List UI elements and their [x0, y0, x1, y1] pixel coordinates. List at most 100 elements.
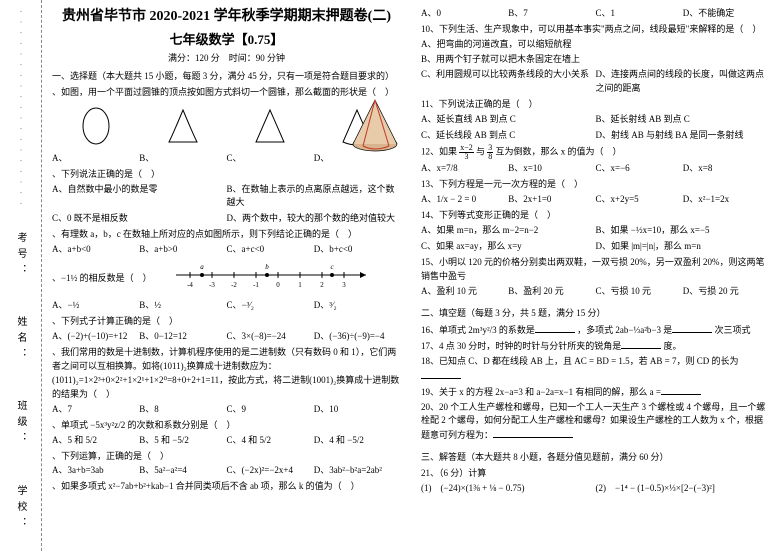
section-2-header: 二、填空题（每题 3 分，共 5 题，满分 15 分）	[421, 307, 770, 321]
q10-options-cd: C、利用圆规可以比较两条线段的大小关系 D、连接两点间的线段的长度，叫做这两点之…	[421, 68, 770, 96]
q11-options-ab: A、延长直线 AB 到点 C B、延长射线 AB 到点 C	[421, 113, 770, 127]
q7-options: A、5 和 5/2 B、5 和 −5/2 C、4 和 5/2 D、4 和 −5/…	[52, 434, 401, 448]
svg-text:a: a	[200, 263, 204, 271]
q17-a: 17、4 点 30 分时，时钟的时针与分针所夹的锐角是	[421, 341, 621, 351]
q15-opt-b: B、盈利 20 元	[508, 285, 595, 299]
q2-opt-d: D、两个数中，较大的那个数的绝对值较大	[227, 212, 402, 226]
shape-iso-triangle	[244, 102, 296, 150]
q15-opt-a: A、盈利 10 元	[421, 285, 508, 299]
blank	[672, 323, 712, 333]
question-8: 、下列运算，正确的是（ ）	[52, 450, 401, 464]
blank	[621, 339, 661, 349]
blank	[661, 385, 701, 395]
q8-options: A、3a+b=3ab B、5a²−a²=4 C、(−2x)²=−2x+4 D、3…	[52, 464, 401, 478]
q15-opt-d: D、亏损 20 元	[683, 285, 770, 299]
q12-suffix: 互为倒数，那么 x 的值为（ ）	[496, 147, 622, 157]
q12-opt-a: A、x=7/8	[421, 162, 508, 176]
question-7: 、单项式 −5x³y²z/2 的次数和系数分别是（ ）	[52, 419, 401, 433]
q19-text: 19、关于 x 的方程 2x−a=3 和 a−2a=x−1 有相同的解，那么 a…	[421, 387, 661, 397]
q21-part-a: (1) (−24)×(1⅜ + ⅛ − 0.75)	[421, 482, 596, 496]
q14-options-cd: C、如果 ax=ay，那么 x=y D、如果 |m|=|n|，那么 m=n	[421, 240, 770, 254]
q9-opt-c: C、1	[596, 7, 683, 21]
q4-opt-a: A、−½	[52, 299, 139, 313]
q16-a: 16、单项式 2m³y²/3 的系数是	[421, 325, 535, 335]
q13-opt-d: D、x²−1=2x	[683, 193, 770, 207]
q9-opt-b: B、7	[508, 7, 595, 21]
q6-opt-b: B、8	[139, 403, 226, 417]
question-5: 、下列式子计算正确的是（ ）	[52, 315, 401, 329]
svg-text:0: 0	[276, 281, 280, 289]
svg-text:3: 3	[342, 281, 346, 289]
school-label: 学校：	[13, 485, 28, 533]
question-21: 21、（6 分）计算	[421, 467, 770, 481]
q4-options: A、−½ B、½ C、−³⁄₂ D、³⁄₂	[52, 299, 401, 313]
q10-opt-a: A、把弯曲的河道改直，可以缩短航程	[421, 38, 770, 52]
q8-opt-d: D、3ab²−b²a=2ab²	[314, 464, 401, 478]
q7-opt-c: C、4 和 5/2	[227, 434, 314, 448]
q13-opt-a: A、1/x − 2 = 0	[421, 193, 508, 207]
q1-opt-b: B、	[139, 152, 226, 166]
cone-icon	[347, 96, 403, 154]
q3-options: A、a+b<0 B、a+b>0 C、a+c<0 D、b+c<0	[52, 243, 401, 257]
q16-b: ，多项式 2ab−⅓a²b−3 是	[577, 325, 672, 335]
q15-opt-c: C、亏损 10 元	[596, 285, 683, 299]
question-11: 11、下列说法正确的是（ ）	[421, 98, 770, 112]
q13-opt-b: B、2x+1=0	[508, 193, 595, 207]
q11-opt-a: A、延长直线 AB 到点 C	[421, 113, 596, 127]
svg-text:c: c	[330, 263, 334, 271]
q8-opt-b: B、5a²−a²=4	[139, 464, 226, 478]
q6-options: A、7 B、8 C、9 D、10	[52, 403, 401, 417]
q5-opt-c: C、3×(−8)=−24	[227, 330, 314, 344]
name-label: 姓名：	[13, 316, 28, 364]
question-16: 16、单项式 2m³y²/3 的系数是 ，多项式 2ab−⅓a²b−3 是 次三…	[421, 323, 770, 338]
q3-opt-c: C、a+c<0	[227, 243, 314, 257]
shape-triangle	[157, 102, 209, 150]
question-20: 20、20 个工人生产螺栓和螺母，已知一个工人一天生产 3 个螺栓或 4 个螺母…	[421, 401, 770, 444]
q5-opt-a: A、(−2)+(−10)=+12	[52, 330, 139, 344]
q15-options: A、盈利 10 元 B、盈利 20 元 C、亏损 10 元 D、亏损 20 元	[421, 285, 770, 299]
q1-opt-c: C、	[227, 152, 314, 166]
q14-opt-b: B、如果 −½x=10，那么 x=−5	[596, 224, 771, 238]
q3-opt-a: A、a+b<0	[52, 243, 139, 257]
q12-opt-c: C、x=−6	[596, 162, 683, 176]
question-2: 、下列说法正确的是（ ）	[52, 168, 401, 182]
blank	[421, 369, 461, 379]
q4-opt-d: D、³⁄₂	[314, 299, 401, 313]
q12-prefix: 12、如果	[421, 147, 457, 157]
q20-text: 20、20 个工人生产螺栓和螺母，已知一个工人一天生产 3 个螺栓或 4 个螺母…	[421, 402, 765, 441]
blank	[535, 323, 575, 333]
q9-opt-a: A、0	[421, 7, 508, 21]
q21-parts: (1) (−24)×(1⅜ + ⅛ − 0.75) (2) −1⁴ − (1−0…	[421, 482, 770, 496]
question-13: 13、下列方程是一元一次方程的是（ ）	[421, 178, 770, 192]
q3-opt-d: D、b+c<0	[314, 243, 401, 257]
q11-opt-b: B、延长射线 AB 到点 C	[596, 113, 771, 127]
section-1-header: 一、选择题（本大题共 15 小题，每题 3 分，满分 45 分，只有一项是符合题…	[52, 70, 401, 84]
q2-opt-c: C、0 既不是相反数	[52, 212, 227, 226]
question-9: 、如果多项式 x²−7ab+b²+kab−1 合并同类项后不含 ab 项，那么 …	[52, 480, 401, 494]
svg-text:-1: -1	[253, 281, 259, 289]
binding-strip: · · · · · · · · · · · · · · · · · · · 考号…	[0, 0, 42, 551]
q12-frac2: 38	[487, 144, 493, 161]
q14-options-ab: A、如果 m=n，那么 m−2=n−2 B、如果 −½x=10，那么 x=−5	[421, 224, 770, 238]
number-line: -4 -3 -2 -1 0 1 2 3 a b c	[172, 261, 401, 296]
q10-opt-c: C、利用圆规可以比较两条线段的大小关系	[421, 68, 596, 96]
main-content: 贵州省毕节市 2020-2021 学年秋季学期期末押题卷(二) 七年级数学【0.…	[42, 0, 780, 551]
q2-opt-b: B、在数轴上表示的点离原点越远，这个数越大	[227, 183, 402, 211]
q1-opt-a: A、	[52, 152, 139, 166]
q7-opt-d: D、4 和 −5/2	[314, 434, 401, 448]
q3-opt-b: B、a+b>0	[139, 243, 226, 257]
question-10: 10、下列生活、生产现象中，可以用基本事实"两点之间，线段最短"来解释的是（ ）	[421, 23, 770, 37]
q12-options: A、x=7/8 B、x=10 C、x=−6 D、x=8	[421, 162, 770, 176]
svg-text:2: 2	[320, 281, 324, 289]
q11-opt-c: C、延长线段 AB 到点 C	[421, 129, 596, 143]
section-3-header: 三、解答题（本大题共 8 小题，各题分值见题前，满分 60 分）	[421, 451, 770, 465]
q7-opt-b: B、5 和 −5/2	[139, 434, 226, 448]
q2-opt-a: A、自然数中最小的数是零	[52, 183, 227, 211]
exam-no-label: 考号：	[13, 232, 28, 280]
svg-text:-3: -3	[209, 281, 215, 289]
q9-opt-d: D、不能确定	[683, 7, 770, 21]
blank	[493, 428, 573, 438]
paper-meta: 满分：120 分 时间：90 分钟	[52, 52, 401, 66]
q11-opt-d: D、射线 AB 与射线 BA 是同一条射线	[596, 129, 771, 143]
q4-row: 、−1½ 的相反数是（ ） -4 -3 -2 -1 0 1 2 3 a	[52, 259, 401, 298]
